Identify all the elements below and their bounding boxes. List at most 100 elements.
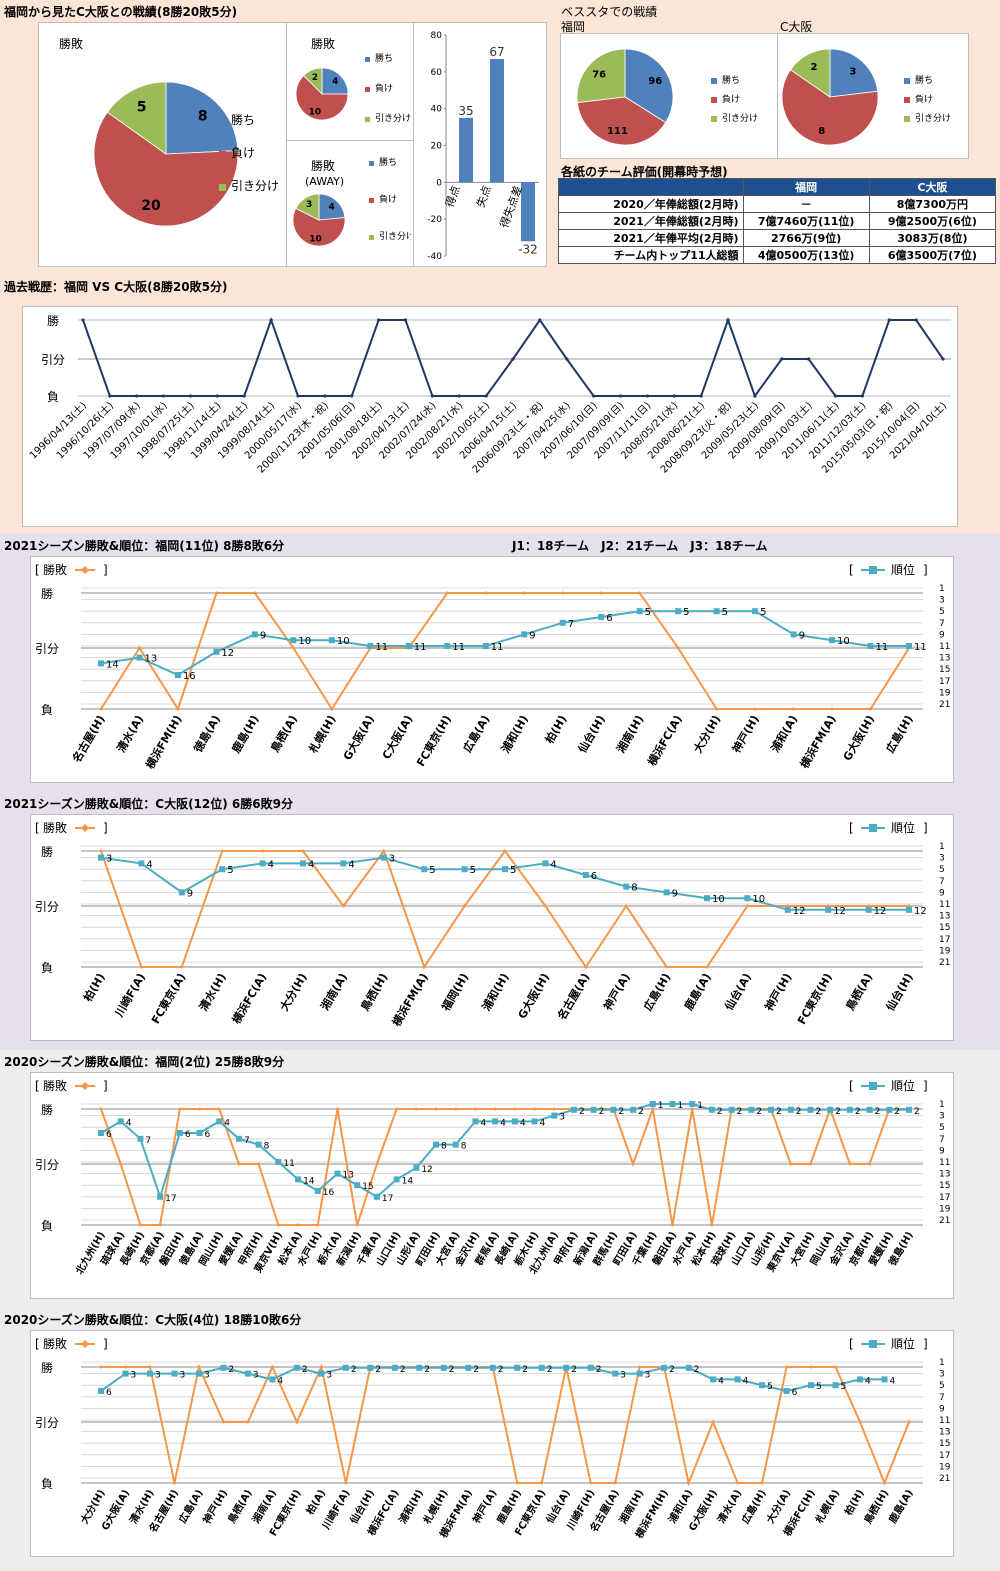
- rank-point: [444, 643, 451, 649]
- rank-value-label: 6: [591, 871, 597, 882]
- legend-swatch-loss: [219, 151, 226, 158]
- rank-point: [174, 672, 181, 678]
- rank-point: [251, 631, 258, 638]
- rank-tick-label: 7: [939, 1135, 945, 1145]
- rank-value-label: 2: [717, 1107, 723, 1117]
- rank-value-label: 2: [638, 1107, 644, 1117]
- pie-slice-draw: [789, 48, 831, 98]
- result-line: [100, 1105, 909, 1226]
- result-point: [138, 1223, 142, 1227]
- season-x-label: FC東京(H): [794, 971, 835, 1027]
- result-point: [99, 707, 103, 711]
- result-point: [382, 849, 386, 853]
- season-x-label: 北九州(H): [73, 1229, 108, 1277]
- history-point: [135, 394, 139, 398]
- rank-value-label: 12: [793, 906, 806, 917]
- result-point: [671, 1223, 675, 1227]
- rank-point: [416, 1364, 423, 1371]
- result-y-label: 負: [41, 1477, 53, 1491]
- history-point: [457, 394, 461, 398]
- history-point: [538, 318, 542, 322]
- rank-value-label: 9: [799, 630, 805, 641]
- rank-point: [808, 1382, 815, 1389]
- rank-value-label: 3: [559, 1113, 565, 1123]
- season-x-label: 清水(H): [196, 971, 229, 1014]
- rank-value-label: 4: [743, 1376, 749, 1386]
- pie-value-label: 3: [306, 200, 312, 210]
- season-x-label: 横浜FM(A): [389, 971, 431, 1029]
- rank-tick-label: 19: [939, 946, 951, 956]
- eval-label: 2021／年俸平均(2月時): [558, 229, 744, 247]
- result-point: [291, 646, 295, 650]
- result-point: [533, 1107, 537, 1111]
- pie-slice-win: [829, 48, 879, 98]
- rank-point: [783, 1388, 790, 1394]
- legend-rank-close: ]: [923, 1079, 928, 1093]
- rank-tick-label: 5: [939, 1123, 945, 1133]
- result-y-label: 勝: [41, 586, 53, 601]
- rank-tick-label: 7: [939, 1393, 945, 1403]
- rank-point: [886, 1106, 893, 1113]
- season-x-label: 浦和(H): [479, 971, 512, 1014]
- rank-line: [100, 610, 909, 677]
- rank-tick-label: 3: [939, 1370, 945, 1380]
- rank-point: [461, 866, 468, 873]
- result-point: [789, 1162, 793, 1166]
- pie-value-label: 2: [810, 62, 817, 73]
- rank-value-label: 2: [498, 1365, 504, 1375]
- rank-value-label: 9: [187, 888, 193, 899]
- rank-tick-label: 3: [939, 854, 945, 864]
- rank-value-label: 1: [678, 1101, 684, 1111]
- season-x-label: 神戸(A): [600, 971, 632, 1013]
- rank-point: [472, 1118, 479, 1125]
- rank-tick-label: 1: [939, 842, 945, 852]
- rank-point: [790, 631, 797, 638]
- pie-value-label: 10: [309, 235, 322, 245]
- season-panel-0: 1 3 5 7 9 11 13 15 17 19 21 勝引分負[勝敗][順位] 14 13 16 12 9 10…: [30, 556, 954, 783]
- besusuta-cosaka-panel: 3 8 2 勝ち 負け 引き分け: [777, 33, 969, 159]
- pie-slice-win: [318, 193, 346, 221]
- rank-value-label: 5: [470, 865, 476, 876]
- rank-point: [342, 1364, 349, 1371]
- rank-point: [906, 906, 912, 913]
- pie-slice-win: [321, 67, 349, 95]
- rank-value-label: 10: [712, 894, 725, 905]
- bar-y-tick: 80: [431, 31, 443, 41]
- rank-tick-label: 11: [939, 1416, 950, 1426]
- result-point: [809, 1365, 813, 1369]
- season-x-label: 横浜FM(A): [797, 713, 839, 771]
- pie-slice-win: [165, 81, 239, 155]
- result-point: [217, 1107, 221, 1111]
- legend-result-marker: [81, 566, 89, 574]
- rank-point: [846, 1106, 853, 1113]
- eval-label: 2021／年俸総額(2月時): [558, 212, 744, 230]
- rank-point: [759, 1382, 766, 1389]
- rank-point: [582, 872, 589, 878]
- legend-swatch-loss: [365, 87, 370, 92]
- season-title-0: 2021シーズン勝敗&順位：福岡(11位) 8勝8敗6分: [4, 539, 285, 553]
- rank-line: [100, 856, 909, 911]
- rank-value-label: 4: [718, 1376, 724, 1386]
- eval-cosaka: 6億3500万(7位): [868, 246, 997, 264]
- history-point: [484, 394, 488, 398]
- rank-point: [269, 1376, 276, 1383]
- eval-cosaka: 3083万(8位): [868, 229, 997, 247]
- history-point: [699, 394, 703, 398]
- history-point: [269, 318, 273, 322]
- bar-y-tick: -20: [427, 215, 442, 225]
- rank-point: [521, 631, 528, 638]
- rank-point: [290, 637, 297, 644]
- rank-value-label: 6: [606, 613, 612, 624]
- result-y-label: 勝: [41, 1102, 53, 1117]
- result-point: [341, 904, 345, 908]
- rank-point: [514, 1364, 521, 1371]
- pie-away-panel: 勝敗 (AWAY) 4 10 3 勝ち 負け 引き分け: [286, 140, 414, 267]
- rank-value-label: 6: [792, 1388, 798, 1398]
- eval-fukuoka: －: [742, 195, 870, 213]
- rank-point: [752, 608, 759, 615]
- bar-value-label: -32: [518, 242, 538, 256]
- rank-tick-label: 15: [939, 665, 950, 675]
- legend-result-close: ]: [103, 821, 108, 835]
